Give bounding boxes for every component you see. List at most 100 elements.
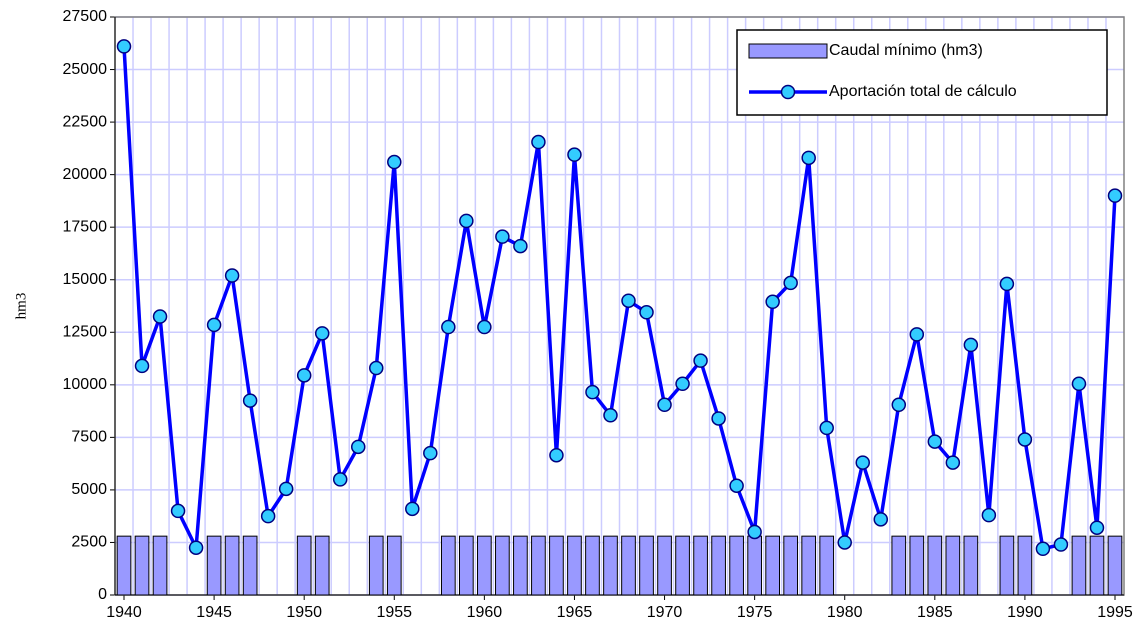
- bar: [1017, 535, 1033, 596]
- point: [477, 319, 492, 335]
- point: [567, 147, 582, 162]
- point: [1035, 541, 1051, 557]
- point: [332, 472, 348, 487]
- point: [549, 447, 564, 463]
- point: [927, 434, 943, 449]
- point: [1089, 520, 1105, 535]
- point: [134, 358, 150, 374]
- point: [855, 455, 870, 470]
- point: [945, 455, 961, 470]
- point: [314, 326, 330, 341]
- bar: [639, 535, 654, 596]
- bar: [801, 535, 817, 596]
- bar: [819, 535, 835, 596]
- bar: [927, 535, 943, 596]
- point: [278, 481, 294, 497]
- point: [188, 540, 204, 555]
- bar: [531, 535, 546, 596]
- bar: [1089, 535, 1105, 596]
- x-tick-label: 1945: [196, 604, 232, 621]
- bar: [603, 535, 618, 596]
- point: [747, 524, 762, 540]
- bar: [513, 535, 528, 596]
- point: [170, 503, 186, 519]
- bar: [116, 535, 132, 596]
- bar: [783, 535, 799, 596]
- point: [783, 275, 798, 291]
- point: [116, 39, 132, 54]
- bar: [675, 535, 690, 596]
- bar: [999, 535, 1015, 596]
- x-tick-label: 1940: [106, 604, 142, 621]
- bar: [242, 535, 258, 596]
- point: [513, 238, 528, 254]
- y-tick-label: 22500: [63, 113, 108, 130]
- y-tick-label: 12500: [63, 323, 108, 340]
- x-tick-label: 1965: [557, 604, 593, 621]
- bar: [621, 535, 636, 596]
- bar: [585, 535, 600, 596]
- y-tick-label: 15000: [63, 271, 108, 288]
- bar: [224, 535, 240, 596]
- y-tick-label: 2500: [71, 534, 107, 551]
- bar: [459, 535, 474, 596]
- bar: [368, 535, 384, 596]
- bar: [1107, 535, 1123, 596]
- bar: [693, 535, 708, 596]
- point: [873, 512, 889, 527]
- point: [639, 305, 654, 320]
- point: [999, 276, 1015, 292]
- x-tick-label: 1985: [917, 604, 953, 621]
- x-tick-label: 1950: [286, 604, 322, 621]
- point: [260, 508, 276, 524]
- point: [801, 150, 816, 166]
- bar: [206, 535, 222, 596]
- bar: [477, 535, 492, 596]
- bar: [296, 535, 312, 596]
- point: [603, 408, 618, 423]
- x-tick-label: 1970: [647, 604, 683, 621]
- x-tick-label: 1960: [467, 604, 503, 621]
- point: [909, 327, 925, 342]
- point: [657, 397, 672, 413]
- x-tick-label: 1955: [376, 604, 412, 621]
- y-tick-label: 10000: [63, 376, 108, 393]
- y-tick-label: 0: [98, 586, 107, 603]
- y-tick-label: 27500: [63, 8, 108, 25]
- x-tick-label: 1995: [1097, 604, 1133, 621]
- bar: [891, 535, 907, 596]
- point: [585, 384, 600, 400]
- point: [495, 229, 510, 244]
- bar: [657, 535, 672, 596]
- bar: [495, 535, 510, 596]
- point: [1017, 432, 1033, 447]
- bar: [711, 535, 726, 596]
- point: [152, 309, 168, 324]
- legend-swatch: [780, 84, 796, 100]
- point: [296, 368, 312, 383]
- point: [819, 420, 834, 436]
- point: [1053, 537, 1069, 552]
- point: [441, 319, 456, 335]
- point: [369, 360, 384, 376]
- point: [981, 507, 997, 523]
- point: [891, 397, 907, 413]
- bar: [440, 535, 456, 596]
- point: [1071, 376, 1087, 392]
- bar: [314, 535, 330, 596]
- y-tick-label: 17500: [63, 218, 108, 235]
- y-axis-label: hm3: [13, 293, 29, 320]
- bar: [134, 535, 150, 596]
- x-tick-label: 1990: [1007, 604, 1043, 621]
- point: [729, 478, 744, 493]
- point: [711, 411, 726, 426]
- point: [405, 501, 420, 517]
- point: [837, 535, 852, 550]
- bar: [549, 535, 564, 596]
- x-tick-label: 1980: [827, 604, 863, 621]
- point: [387, 154, 402, 170]
- point: [350, 439, 366, 455]
- point: [423, 445, 438, 461]
- point: [459, 213, 474, 229]
